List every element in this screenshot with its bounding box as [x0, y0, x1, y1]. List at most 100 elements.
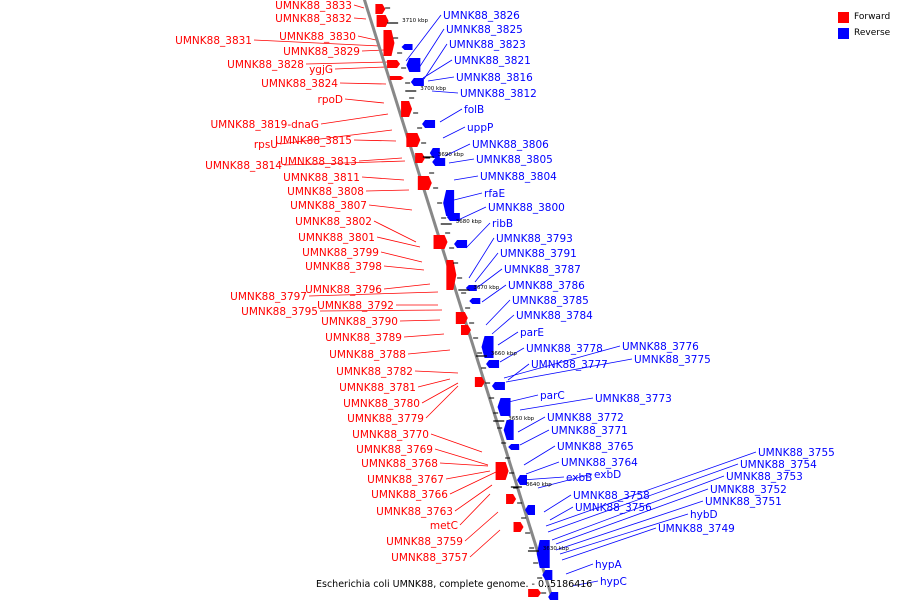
reverse-label-connector: [517, 416, 546, 433]
forward-gene-label: UMNK88_3796: [305, 284, 382, 296]
forward-gene-feature: [401, 101, 413, 117]
forward-label-connector: [368, 204, 413, 211]
genome-backbone: [362, 0, 555, 600]
reverse-label-connector: [431, 90, 459, 94]
reverse-gene-feature: [497, 398, 511, 416]
reverse-gene-feature: [491, 382, 505, 390]
reverse-gene-feature: [410, 78, 424, 86]
reverse-label-connector: [405, 14, 442, 62]
forward-gene-label: UMNK88_3819-dnaG: [211, 119, 320, 131]
reverse-gene-label: UMNK88_3791: [500, 248, 577, 260]
reverse-label-connector: [423, 43, 448, 80]
forward-label-connector: [445, 470, 491, 480]
forward-gene-label: UMNK88_3781: [339, 382, 416, 394]
reverse-gene-feature: [536, 540, 550, 568]
forward-gene-label: metC: [430, 520, 458, 532]
forward-label-connector: [449, 471, 497, 495]
reverse-label-connector: [523, 445, 556, 466]
forward-gene-feature: [389, 76, 404, 80]
reverse-label-connector: [481, 284, 507, 303]
kbp-tick-label: 3630 kbp: [543, 546, 569, 552]
reverse-gene-label: UMNK88_3793: [496, 233, 573, 245]
reverse-gene-label: exbD: [594, 469, 621, 481]
reverse-gene-label: UMNK88_3787: [504, 264, 581, 276]
reverse-label-connector: [468, 237, 495, 279]
reverse-label-connector: [565, 563, 594, 575]
reverse-gene-label: UMNK88_3785: [512, 295, 589, 307]
genome-caption: Escherichia coli UMNK88, complete genome…: [316, 579, 593, 590]
reverse-gene-feature: [429, 148, 440, 158]
reverse-gene-label: UMNK88_3777: [531, 359, 608, 371]
reverse-label-connector: [499, 347, 525, 363]
forward-label-connector: [334, 66, 387, 70]
reverse-label-connector: [439, 108, 463, 123]
reverse-label-connector: [427, 76, 455, 82]
forward-label-connector: [353, 17, 367, 20]
forward-gene-label: rpsU: [254, 139, 278, 151]
forward-gene-label: UMNK88_3789: [325, 332, 402, 344]
forward-label-connector: [361, 176, 405, 181]
kbp-tick-label: 3640 kbp: [526, 482, 552, 488]
forward-label-connector: [253, 39, 381, 47]
reverse-label-connector: [455, 206, 487, 222]
reverse-gene-label: UMNK88_3778: [526, 343, 603, 355]
forward-gene-label: UMNK88_3815: [275, 135, 352, 147]
forward-label-connector: [469, 529, 501, 558]
reverse-gene-label: UMNK88_3784: [516, 310, 593, 322]
reverse-label-connector: [474, 252, 499, 283]
reverse-gene-feature: [422, 120, 436, 128]
forward-gene-label: UMNK88_3779: [347, 413, 424, 425]
reverse-gene-label: UMNK88_3752: [710, 484, 787, 496]
reverse-gene-label: UMNK88_3771: [551, 425, 628, 437]
reverse-label-connector: [491, 314, 515, 335]
forward-gene-label: UMNK88_3768: [361, 458, 438, 470]
reverse-gene-label: UMNK88_3773: [595, 393, 672, 405]
forward-label-connector: [459, 493, 491, 526]
reverse-label-connector: [551, 475, 725, 541]
reverse-gene-feature: [486, 360, 500, 368]
reverse-gene-label: UMNK88_3775: [634, 354, 711, 366]
forward-gene-label: UMNK88_3757: [391, 552, 468, 564]
reverse-label-connector: [503, 345, 621, 379]
reverse-gene-label: UMNK88_3751: [705, 496, 782, 508]
kbp-tick-label: 3690 kbp: [438, 152, 464, 158]
legend-label-reverse: Reverse: [854, 28, 891, 38]
reverse-label-connector: [442, 126, 466, 139]
forward-gene-label: UMNK88_3782: [336, 366, 413, 378]
kbp-tick-label: 3660 kbp: [491, 351, 517, 357]
forward-gene-label: UMNK88_3801: [298, 232, 375, 244]
forward-label-connector: [430, 433, 483, 453]
forward-label-connector: [353, 4, 365, 9]
label-connectors: [253, 4, 757, 587]
forward-label-connector: [279, 129, 393, 145]
forward-label-connector: [414, 370, 459, 374]
forward-label-connector: [320, 113, 389, 125]
forward-swatch: [838, 11, 849, 23]
forward-label-connector: [365, 189, 410, 192]
kbp-tick-label: 3710 kbp: [402, 18, 428, 24]
forward-gene-label: UMNK88_3769: [356, 444, 433, 456]
reverse-label-connector: [448, 158, 475, 164]
reverse-gene-label: UMNK88_3755: [758, 447, 835, 459]
reverse-gene-feature: [542, 570, 553, 580]
reverse-gene-label: ribB: [492, 218, 513, 230]
reverse-gene-label: UMNK88_3753: [726, 471, 803, 483]
forward-gene-label: UMNK88_3830: [279, 31, 356, 43]
forward-label-connector: [454, 484, 493, 512]
forward-label-connector: [283, 160, 406, 166]
strand-legend: Forward Reverse: [838, 9, 890, 41]
forward-gene-feature: [455, 312, 468, 324]
forward-gene-label: UMNK88_3788: [329, 349, 406, 361]
forward-gene-feature: [495, 462, 509, 480]
forward-gene-label: UMNK88_3798: [305, 261, 382, 273]
gene-features: [375, 4, 559, 600]
reverse-gene-label: UMNK88_3754: [740, 459, 817, 471]
reverse-gene-label: UMNK88_3812: [460, 88, 537, 100]
forward-gene-label: ygjG: [309, 64, 333, 76]
reverse-gene-label: uppP: [467, 122, 493, 134]
forward-gene-label: UMNK88_3832: [275, 13, 352, 25]
forward-gene-label: UMNK88_3808: [287, 186, 364, 198]
forward-label-connector: [439, 462, 489, 467]
forward-label-connector: [417, 378, 451, 388]
